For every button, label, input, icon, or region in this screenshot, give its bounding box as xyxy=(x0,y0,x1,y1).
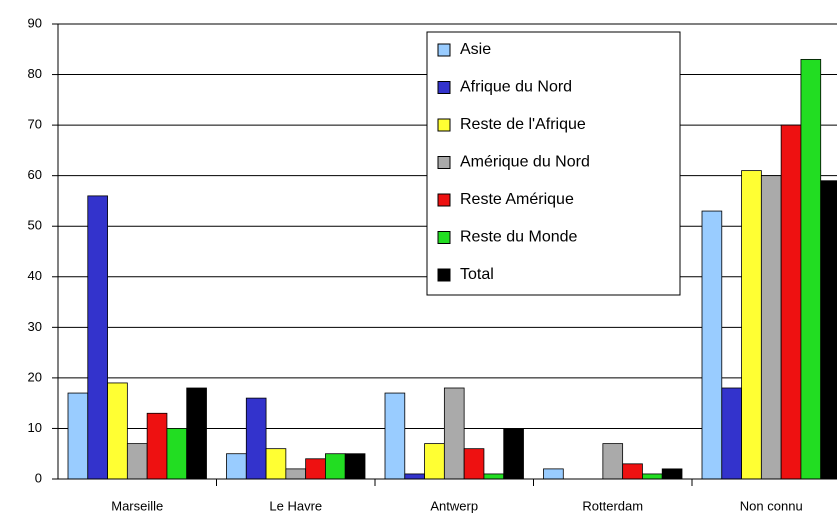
bar xyxy=(404,473,425,480)
y-tick-label: 80 xyxy=(28,66,42,81)
bar xyxy=(760,175,782,480)
x-tick-label: Non connu xyxy=(740,498,803,513)
y-tick-label: 50 xyxy=(28,218,42,233)
legend-swatch xyxy=(437,193,451,207)
bar xyxy=(384,392,406,480)
bar xyxy=(186,387,207,480)
bar xyxy=(443,387,465,480)
y-tick-label: 0 xyxy=(35,470,42,485)
bar xyxy=(800,58,822,480)
bar xyxy=(87,195,108,480)
bar xyxy=(483,473,505,480)
legend-label: Reste du Monde xyxy=(460,229,578,246)
legend-label: Afrique du Nord xyxy=(460,79,572,96)
y-tick-label: 30 xyxy=(28,319,42,334)
bar xyxy=(265,448,287,480)
y-tick-label: 90 xyxy=(28,15,42,30)
legend-box xyxy=(426,31,681,296)
bar xyxy=(701,210,723,480)
bar xyxy=(344,453,366,480)
x-tick-label: Rotterdam xyxy=(582,498,643,513)
legend-label: Total xyxy=(460,266,494,283)
bar xyxy=(325,453,346,480)
bar xyxy=(780,124,802,480)
y-tick-label: 60 xyxy=(28,167,42,182)
bar xyxy=(820,180,837,480)
bar xyxy=(642,473,663,480)
bar xyxy=(661,468,683,480)
x-tick-label: Antwerp xyxy=(430,498,478,513)
y-tick-label: 40 xyxy=(28,268,42,283)
legend-swatch xyxy=(437,43,451,57)
bar xyxy=(245,397,267,480)
y-tick-label: 10 xyxy=(28,420,42,435)
bar xyxy=(543,468,564,480)
legend-swatch xyxy=(437,231,451,244)
legend-swatch xyxy=(437,156,451,169)
bar xyxy=(602,443,624,480)
legend-label: Reste Amérique xyxy=(460,191,574,208)
legend-swatch xyxy=(437,118,451,132)
bar xyxy=(67,392,89,480)
bar xyxy=(166,428,188,480)
bar xyxy=(226,453,247,480)
y-tick-label: 70 xyxy=(28,117,42,132)
bar xyxy=(146,412,168,480)
bar xyxy=(503,428,524,480)
bar xyxy=(741,170,762,480)
bar xyxy=(463,448,485,480)
bar xyxy=(126,443,148,480)
x-tick-label: Le Havre xyxy=(269,498,322,513)
bar xyxy=(285,468,307,480)
legend-swatch xyxy=(437,81,451,94)
legend-swatch xyxy=(437,268,451,282)
bar xyxy=(107,382,128,480)
bar xyxy=(622,463,643,480)
bar xyxy=(305,458,326,480)
legend-label: Reste de l'Afrique xyxy=(460,116,586,133)
x-tick-label: Marseille xyxy=(111,498,163,513)
bar xyxy=(424,443,445,480)
y-tick-label: 20 xyxy=(28,369,42,384)
bar xyxy=(721,387,742,480)
legend-label: Asie xyxy=(460,41,491,58)
legend-label: Amérique du Nord xyxy=(460,154,590,171)
